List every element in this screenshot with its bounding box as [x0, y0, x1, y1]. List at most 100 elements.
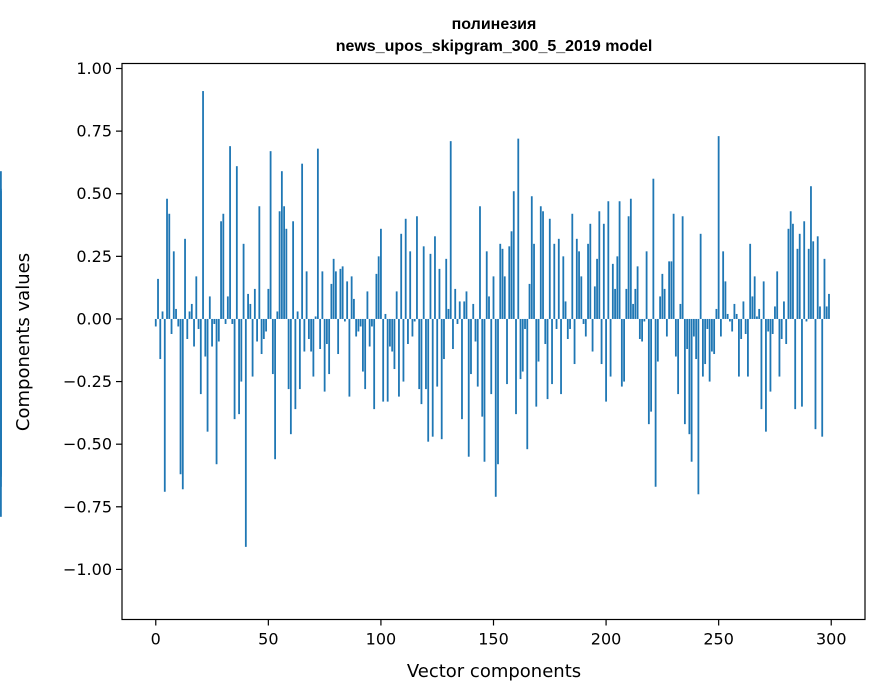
bar: [724, 281, 727, 319]
bar: [767, 318, 770, 332]
bar: [600, 318, 603, 365]
x-tick-label: 300: [816, 630, 847, 649]
bar: [828, 293, 830, 319]
bar: [431, 318, 434, 437]
bar: [726, 313, 729, 319]
bar: [402, 318, 405, 382]
bar: [819, 306, 821, 319]
bar: [373, 318, 376, 410]
bar: [683, 318, 686, 425]
bar: [645, 251, 648, 319]
bar: [429, 253, 432, 319]
y-tick-label: 0.50: [76, 184, 112, 203]
bar: [195, 276, 198, 319]
bar: [589, 223, 592, 319]
bar: [267, 288, 270, 319]
bar: [792, 223, 794, 319]
bar: [751, 296, 754, 319]
bar: [449, 141, 452, 319]
bar: [704, 318, 707, 365]
bar: [312, 318, 315, 377]
y-tick-label: −0.75: [63, 497, 112, 516]
bar: [294, 318, 297, 410]
bar: [458, 301, 461, 319]
bar: [796, 248, 799, 319]
bar: [242, 243, 245, 319]
bar: [647, 318, 650, 425]
bar: [661, 273, 664, 319]
bar: [305, 271, 308, 319]
bar: [350, 276, 353, 319]
bar: [289, 318, 292, 435]
bar: [823, 258, 826, 319]
bar: [618, 201, 621, 319]
bar: [172, 251, 175, 319]
bar: [544, 318, 547, 345]
bar: [163, 318, 166, 492]
bar: [539, 206, 542, 319]
bar: [321, 271, 324, 319]
bar: [386, 318, 389, 402]
bar: [575, 238, 578, 319]
bar: [443, 318, 445, 360]
bar: [353, 298, 355, 319]
bar: [787, 228, 790, 319]
bar: [0, 318, 2, 517]
bar: [602, 223, 605, 319]
bar: [578, 251, 580, 319]
bar: [0, 318, 2, 332]
bar: [553, 243, 556, 319]
bar: [301, 163, 304, 319]
bar: [697, 318, 700, 495]
bar: [251, 318, 254, 377]
bar: [206, 318, 209, 432]
bar: [161, 311, 164, 319]
bar: [774, 306, 776, 319]
bar: [508, 246, 511, 319]
bar: [609, 318, 612, 377]
bar: [404, 218, 407, 319]
bar: [269, 151, 272, 319]
bar: [382, 318, 385, 402]
bar: [753, 276, 756, 319]
bar: [467, 318, 470, 457]
x-tick-label: 0: [151, 630, 161, 649]
bar: [262, 318, 265, 339]
bar: [260, 318, 263, 355]
bar: [593, 286, 596, 319]
bar: [564, 301, 567, 319]
bar: [557, 238, 560, 319]
bar: [179, 318, 182, 475]
bar: [330, 283, 333, 319]
bar: [170, 318, 173, 334]
y-tick-label: −1.00: [63, 560, 112, 579]
bar: [341, 266, 344, 319]
bar: [157, 278, 159, 319]
bar: [395, 291, 398, 319]
bar: [506, 318, 508, 385]
bar: [474, 318, 477, 342]
bar: [222, 213, 225, 319]
bar: [548, 218, 551, 319]
bar: [204, 318, 207, 357]
bar: [807, 248, 810, 319]
bar: [695, 318, 698, 360]
bar: [528, 283, 531, 319]
bar: [292, 221, 295, 319]
bar: [731, 318, 734, 332]
bars-group: [0, 91, 830, 547]
bar: [625, 288, 628, 319]
bar: [265, 318, 267, 332]
bar: [278, 211, 281, 319]
bar: [368, 318, 371, 347]
bar: [238, 318, 240, 415]
bar: [377, 256, 380, 319]
bar: [420, 318, 423, 405]
bar: [825, 306, 828, 319]
y-tick-label: −0.50: [63, 435, 112, 454]
bar: [501, 248, 504, 319]
bar: [688, 318, 691, 435]
bar: [629, 198, 632, 319]
bar: [434, 236, 436, 319]
